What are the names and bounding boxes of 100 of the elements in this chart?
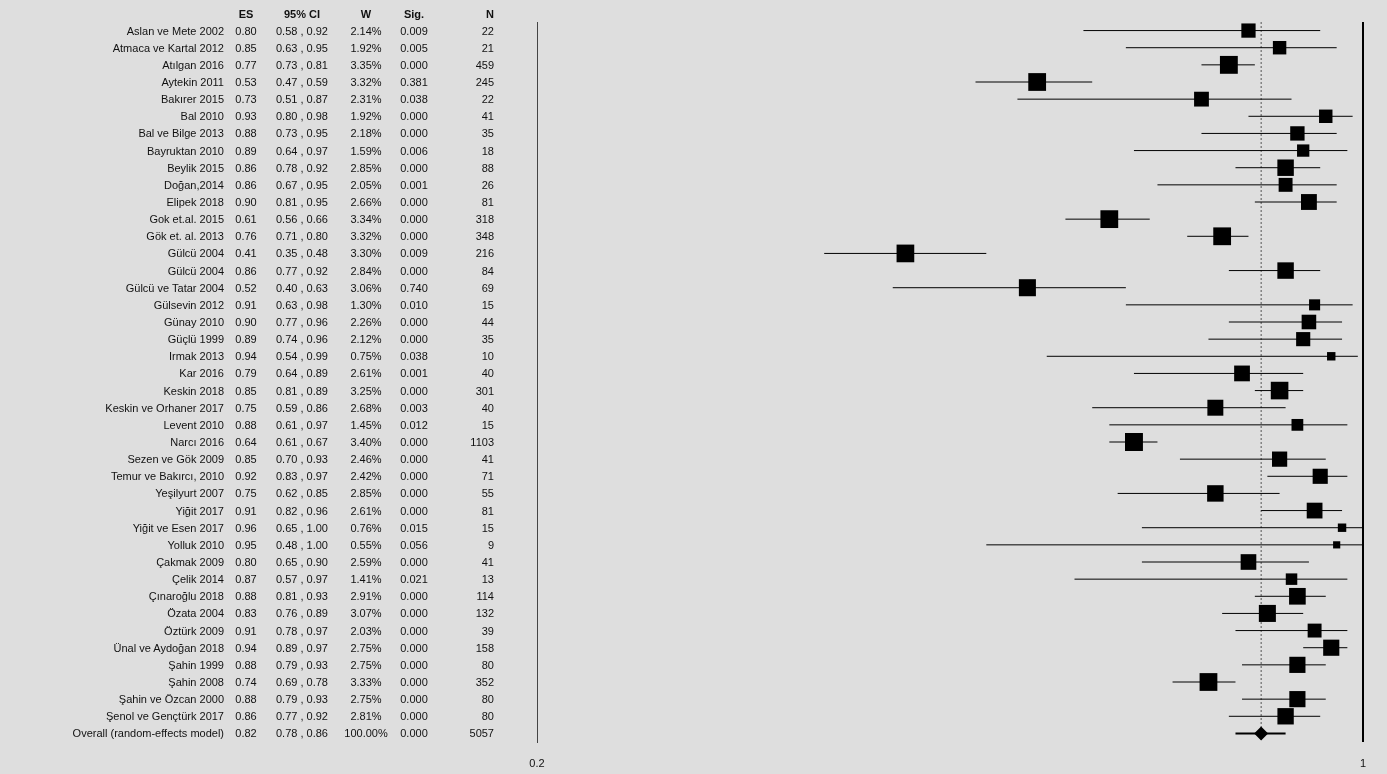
text: 0.64 (235, 436, 257, 448)
text: 0.74 , 0.96 (276, 333, 328, 346)
text: 0.83 , 0.97 (276, 470, 328, 483)
text: 2.81% (350, 710, 382, 723)
y-tick-label: Bayruktan 2010 (145, 143, 224, 158)
text: 0.96 (235, 521, 257, 534)
y-tick-label: Güçlü 1999 (166, 332, 224, 347)
text: 0.038 (400, 350, 428, 363)
text: 0.77 (235, 58, 257, 71)
text: 0.91 (235, 504, 257, 517)
y-tick-label: Şahin ve Özcan 2000 (117, 692, 224, 707)
text: 0.69 , 0.78 (276, 676, 328, 688)
x-tick-label: Sig. (402, 7, 426, 21)
text: 0.000 (400, 676, 428, 688)
text: 0.000 (400, 710, 428, 723)
text: 0.000 (400, 110, 428, 123)
text: 216 (475, 247, 494, 260)
text: 84 (481, 264, 494, 277)
text: 3.32% (350, 230, 382, 243)
y-tick-label: Şenol ve Gençtürk 2017 (104, 709, 224, 724)
text: 2.26% (350, 316, 382, 328)
y-tick-label: Keskin ve Orhaner 2017 (104, 400, 224, 415)
text: 348 (475, 230, 494, 243)
text: 0.000 (400, 556, 428, 568)
y-tick-label: Gülcü 2004 (166, 263, 224, 278)
text: 2.85% (350, 487, 382, 500)
text: 15 (481, 418, 494, 431)
text: 41 (481, 110, 494, 123)
text: 40 (481, 401, 494, 414)
text: 0.012 (400, 418, 428, 431)
text: 81 (481, 504, 494, 517)
text: 1.30% (350, 298, 382, 311)
text: 0.82 , 0.96 (276, 504, 328, 517)
text: 0.001 (400, 178, 428, 191)
text: 0.95 (235, 538, 257, 551)
text: 1.92% (350, 110, 382, 123)
y-tick-label: Irmak 2013 (167, 349, 224, 364)
y-tick-label: Temur ve Bakırcı, 2010 (109, 469, 224, 484)
text: 21 (481, 41, 494, 54)
y-tick-label: Yolluk 2010 (166, 537, 224, 552)
text: 0.57 , 0.97 (276, 573, 328, 586)
text: 44 (481, 316, 494, 328)
text: 41 (481, 453, 494, 466)
x-tick-label: W (360, 8, 372, 20)
x-tick-label: ES (238, 8, 254, 20)
text: 0.000 (400, 58, 428, 71)
text: 40 (481, 367, 494, 380)
text: 0.56 , 0.66 (276, 213, 328, 226)
text: 0.381 (400, 76, 428, 88)
text: 0.47 , 0.59 (276, 76, 328, 88)
y-tick-label: Gülsevin 2012 (152, 297, 224, 312)
text: 26 (481, 178, 494, 191)
text: 0.90 (235, 316, 257, 328)
y-tick-label: Çelik 2014 (171, 572, 224, 587)
text: 0.009 (400, 24, 428, 37)
text: 2.85% (350, 161, 382, 174)
text: 0.86 (235, 178, 257, 191)
y-tick-label: Şahin 2008 (167, 675, 224, 689)
text: 0.90 (235, 196, 257, 208)
text: 0.55% (350, 538, 382, 551)
y-tick-label: Overall (random-effects model) (71, 726, 224, 741)
text: 0.038 (400, 93, 428, 106)
text: 2.61% (350, 367, 382, 380)
text: 0.65 , 0.90 (276, 556, 328, 568)
text: 0.000 (400, 470, 428, 483)
text: 1.92% (350, 41, 382, 54)
text: 0.86 (235, 264, 257, 277)
text: 0.82 (235, 727, 257, 740)
text: 0.62 , 0.85 (276, 487, 328, 500)
text: 80 (481, 693, 494, 706)
text: 100.00% (344, 727, 388, 740)
y-tick-label: Bal 2010 (179, 109, 224, 124)
text: 318 (475, 213, 494, 226)
y-tick-label: Atılgan 2016 (161, 57, 224, 72)
text: 41 (481, 556, 494, 568)
y-tick-label: Atmaca ve Kartal 2012 (111, 40, 224, 55)
text: 0.000 (400, 230, 428, 243)
text: 0.63 , 0.95 (276, 41, 328, 54)
text: 0.94 (235, 641, 257, 654)
text: 0.80 , 0.98 (276, 110, 328, 123)
text: 80 (481, 658, 494, 671)
y-tick-label: Gülcü 2004 (166, 246, 224, 261)
x-tick-label: 1 (1359, 756, 1367, 769)
text: 0.83 (235, 607, 257, 620)
text: 0.88 (235, 418, 257, 431)
text: 3.06% (350, 281, 382, 294)
text: 0.80 (235, 24, 257, 37)
text: 0.000 (400, 693, 428, 706)
text: 2.75% (350, 641, 382, 654)
y-tick-label: Aslan ve Mete 2002 (125, 23, 224, 38)
text: 0.71 , 0.80 (276, 230, 328, 243)
text: 0.93 (235, 110, 257, 123)
text: 0.000 (400, 487, 428, 500)
text: 22 (481, 93, 494, 106)
text: 1.41% (350, 573, 382, 586)
text: 0.91 (235, 298, 257, 311)
text: 352 (475, 676, 494, 688)
text: 0.54 , 0.99 (276, 350, 328, 363)
y-tick-label: Şahin 1999 (167, 657, 224, 672)
text: 3.30% (350, 247, 382, 260)
